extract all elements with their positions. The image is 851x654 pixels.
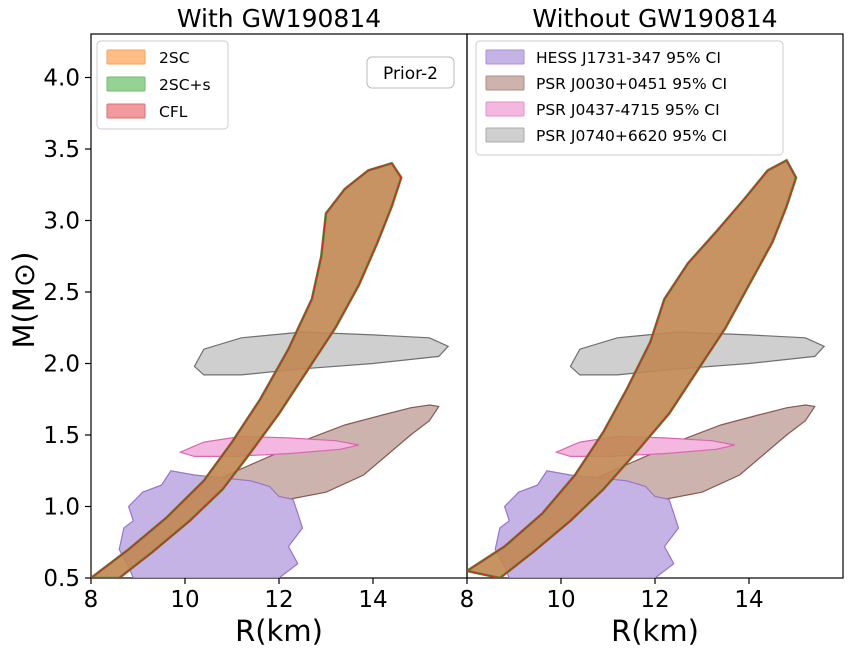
y-tick-label: 3.0: [43, 209, 80, 235]
y-tick-label: 1.0: [43, 495, 80, 521]
panel-0-plot: [91, 161, 450, 578]
x-tick-label: 10: [170, 587, 199, 613]
x-tick-label: 14: [358, 587, 387, 613]
legend-label-j0030: PSR J0030+0451 95% CI: [536, 75, 727, 93]
legend-swatch-j0740: [485, 127, 525, 143]
band-2sc: [91, 163, 402, 578]
right-legend-frame: [475, 40, 784, 156]
x-axis-label-left: R(km): [235, 614, 323, 648]
constraint-hess-region: [494, 470, 680, 578]
band-2sc: [467, 160, 796, 578]
left-panel-title: With GW190814: [177, 4, 381, 33]
panel-1-plot: [467, 158, 826, 578]
x-tick-label: 12: [640, 587, 669, 613]
x-axis-label-right: R(km): [611, 614, 699, 648]
y-tick-label: 3.5: [43, 137, 80, 163]
band-cfl-outline: [467, 159, 797, 578]
y-tick-label: 2.5: [43, 280, 80, 306]
y-tick-label: 2.0: [43, 352, 80, 378]
constraint-j0740-region: [193, 331, 450, 376]
prior-annotation-box: [366, 56, 455, 89]
legend-swatch-hess: [485, 49, 525, 65]
right-panel-title: Without GW190814: [532, 4, 777, 33]
legend-label-hess: HESS J1731-347 95% CI: [536, 49, 721, 67]
legend-label-2sc-s: 2SC+s: [159, 76, 211, 94]
right-legend: HESS J1731-347 95% CI PSR J0030+0451 95%…: [475, 40, 784, 156]
y-tick-label: 4.0: [43, 66, 80, 92]
legend-label-j0740: PSR J0740+6620 95% CI: [536, 127, 727, 145]
legend-swatch-2sc-s: [106, 76, 146, 92]
left-legend: 2SC 2SC+s CFL: [96, 40, 229, 130]
y-axis-label: M(M⊙): [7, 252, 41, 349]
x-tick-label: 10: [546, 587, 575, 613]
prior-annotation-text: Prior-2: [383, 64, 438, 84]
y-tick-label: 0.5: [43, 566, 80, 592]
legend-swatch-2sc: [106, 49, 146, 65]
legend-swatch-j0030: [485, 75, 525, 91]
x-tick-label: 12: [264, 587, 293, 613]
x-tick-label: 8: [84, 587, 99, 613]
legend-swatch-j0437: [485, 101, 525, 117]
x-tick-label: 14: [734, 587, 763, 613]
legend-label-2sc: 2SC: [159, 49, 190, 67]
band-cfl-outline: [91, 162, 402, 578]
legend-label-cfl: CFL: [159, 103, 188, 121]
constraint-hess-region: [118, 470, 304, 578]
y-tick-label: 1.5: [43, 423, 80, 449]
legend-swatch-cfl: [106, 103, 146, 119]
x-tick-label: 8: [460, 587, 475, 613]
legend-label-j0437: PSR J0437-4715 95% CI: [536, 101, 720, 119]
